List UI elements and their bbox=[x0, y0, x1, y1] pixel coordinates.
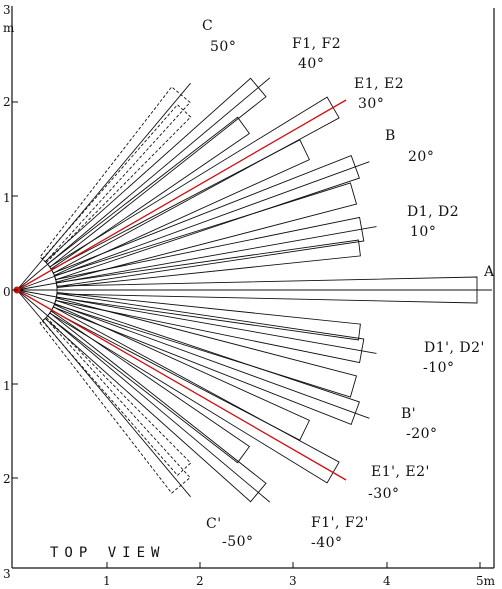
beam-wedge-ep bbox=[49, 306, 340, 484]
label-beam-e-name: E1, E2 bbox=[354, 76, 404, 92]
figure-title: TOP VIEW bbox=[50, 545, 165, 561]
y-tick-3-bottom: 3 bbox=[3, 567, 11, 581]
label-beam-f-name: F1, F2 bbox=[292, 36, 341, 52]
label-beam-bp-angle: -20° bbox=[406, 426, 438, 442]
x-tick-1: 1 bbox=[103, 574, 111, 588]
beam-secondary-wedge bbox=[53, 297, 358, 398]
label-beam-c-name: C bbox=[202, 18, 213, 34]
beam-axis-d bbox=[16, 226, 377, 291]
beam-axis-bp bbox=[16, 289, 370, 419]
x-tick-4: 4 bbox=[383, 574, 391, 588]
label-beam-b-name: B bbox=[385, 128, 396, 144]
y-tick-2-bottom: 2 bbox=[3, 472, 11, 486]
y-tick-0: 0 bbox=[3, 285, 11, 299]
label-beam-ep-angle: -30° bbox=[368, 486, 400, 502]
y-axis-unit: m bbox=[3, 21, 15, 35]
beam-axis-c bbox=[16, 82, 191, 291]
x-tick-3: 3 bbox=[289, 574, 297, 588]
beam-axis-dp bbox=[16, 289, 377, 354]
y-tick-1-top: 1 bbox=[3, 191, 11, 205]
label-beam-dp-angle: -10° bbox=[423, 360, 455, 376]
beam-axis-cp bbox=[16, 289, 191, 498]
label-beam-ep-name: E1', E2' bbox=[371, 464, 430, 480]
y-tick-3-top: 3 bbox=[3, 3, 11, 17]
beam-fan bbox=[13, 77, 492, 503]
beam-wedge-b bbox=[52, 155, 360, 281]
beam-secondary-wedge bbox=[53, 182, 358, 283]
beam-axis-f bbox=[16, 77, 271, 291]
label-beam-bp-name: B' bbox=[401, 406, 416, 422]
y-tick-1-bottom: 1 bbox=[3, 379, 11, 393]
tick-marks bbox=[12, 101, 481, 568]
x-tick-2: 2 bbox=[196, 574, 204, 588]
label-beam-fp-angle: -40° bbox=[311, 535, 343, 551]
y-tick-2-top: 2 bbox=[3, 95, 11, 109]
beam-secondary-wedge bbox=[41, 316, 192, 476]
beam-wedge-fp bbox=[44, 312, 267, 503]
beam-axis-b bbox=[16, 161, 370, 291]
beam-wedge-cp bbox=[39, 317, 191, 494]
label-beam-b-angle: 20° bbox=[408, 149, 434, 165]
label-beam-d-angle: 10° bbox=[410, 224, 436, 240]
label-beam-e-angle: 30° bbox=[358, 96, 384, 112]
beam-wedge-f bbox=[44, 77, 267, 268]
beam-axis-e bbox=[16, 99, 347, 291]
beam-wedge-dp bbox=[55, 292, 365, 364]
label-beam-dp-name: D1', D2' bbox=[424, 340, 485, 356]
beam-axis-ep bbox=[16, 289, 347, 481]
beam-secondary-wedge bbox=[41, 104, 192, 264]
axes bbox=[11, 6, 495, 569]
x-axis-unit: 5m bbox=[476, 574, 496, 588]
label-beam-f-angle: 40° bbox=[298, 56, 324, 72]
beam-axis-fp bbox=[16, 289, 271, 503]
label-beam-cp-name: C' bbox=[206, 516, 222, 532]
beam-wedge-bp bbox=[52, 299, 360, 425]
beam-wedge-d bbox=[55, 216, 365, 288]
beam-wedge-e bbox=[49, 96, 340, 274]
label-beam-cp-angle: -50° bbox=[222, 534, 254, 550]
label-beam-c-angle: 50° bbox=[210, 39, 236, 55]
beam-wedge-a bbox=[56, 276, 478, 304]
label-beam-a-name: A bbox=[483, 264, 495, 280]
beam-wedge-c bbox=[39, 86, 191, 263]
label-beam-d-name: D1, D2 bbox=[407, 204, 459, 220]
label-beam-fp-name: F1', F2' bbox=[311, 515, 369, 531]
